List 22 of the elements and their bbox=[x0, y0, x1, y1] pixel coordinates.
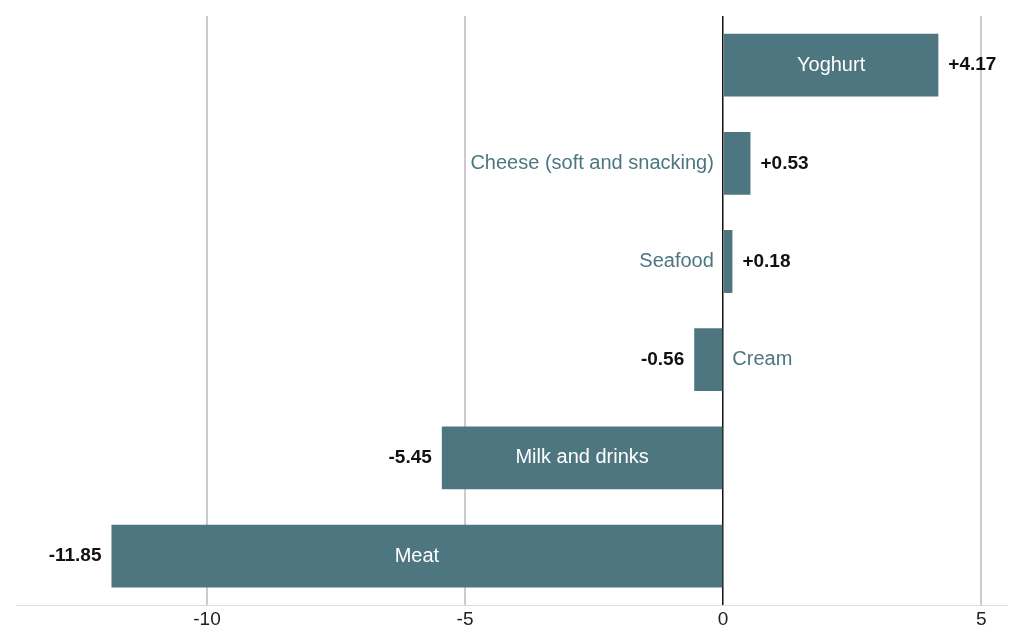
data-label: -0.56 bbox=[640, 347, 685, 369]
bar bbox=[723, 131, 751, 195]
data-label: -11.85 bbox=[48, 544, 102, 566]
bar bbox=[111, 524, 723, 588]
y-tick-label: Milk and drinks bbox=[515, 445, 649, 468]
x-tick-label: 5 bbox=[975, 607, 987, 629]
bar bbox=[723, 230, 733, 293]
bar bbox=[694, 328, 723, 392]
bar bbox=[441, 426, 723, 490]
data-label: -5.45 bbox=[388, 446, 433, 468]
y-tick-label: Cheese (soft and snacking) bbox=[470, 150, 714, 173]
y-tick-label: Cream bbox=[732, 347, 793, 370]
y-tick-label: Yoghurt bbox=[797, 52, 866, 75]
y-tick-label: Meat bbox=[394, 543, 440, 566]
bar bbox=[723, 33, 939, 97]
data-label: +4.17 bbox=[948, 53, 997, 75]
data-label: +0.18 bbox=[742, 249, 791, 271]
x-tick-label: -10 bbox=[193, 607, 221, 629]
x-tick-label: -5 bbox=[456, 607, 474, 629]
y-tick-label: Seafood bbox=[639, 249, 714, 272]
x-tick-label: 0 bbox=[717, 607, 729, 629]
data-label: +0.53 bbox=[760, 151, 809, 173]
